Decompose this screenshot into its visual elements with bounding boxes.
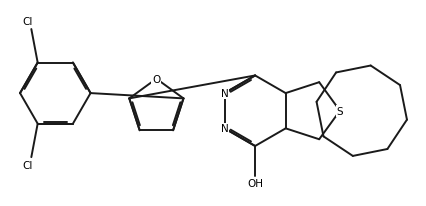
Text: N: N bbox=[220, 124, 228, 134]
Text: Cl: Cl bbox=[23, 160, 33, 171]
Text: OH: OH bbox=[247, 178, 262, 188]
Text: S: S bbox=[336, 106, 343, 116]
Text: N: N bbox=[220, 89, 228, 99]
Text: Cl: Cl bbox=[23, 17, 33, 27]
Text: O: O bbox=[152, 74, 160, 84]
